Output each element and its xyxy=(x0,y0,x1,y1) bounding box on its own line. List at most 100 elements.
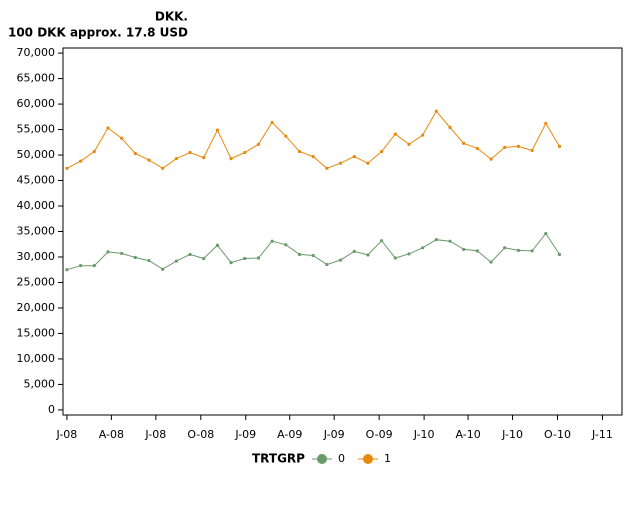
data-point xyxy=(421,246,425,250)
data-point xyxy=(215,128,220,132)
data-point xyxy=(489,260,493,264)
data-point xyxy=(106,250,110,254)
data-point xyxy=(325,263,329,267)
y-tick-label: 50,000 xyxy=(17,148,56,161)
y-label: DKK. xyxy=(155,10,188,24)
data-point xyxy=(133,151,137,156)
data-point xyxy=(475,146,479,151)
data-point xyxy=(448,239,452,243)
data-point xyxy=(202,155,206,160)
x-tick-label: O-10 xyxy=(544,428,571,441)
data-point xyxy=(338,161,343,165)
data-point xyxy=(516,248,521,252)
data-point xyxy=(92,264,96,268)
data-point xyxy=(407,252,411,256)
y-tick-label: 15,000 xyxy=(17,326,56,339)
data-point xyxy=(434,238,438,242)
data-point xyxy=(462,247,466,251)
data-point xyxy=(229,260,233,265)
data-point xyxy=(78,159,83,163)
y-tick-label: 5,000 xyxy=(24,377,56,390)
plot-frame xyxy=(62,47,623,416)
y-tick-label: 0 xyxy=(48,403,55,416)
data-point xyxy=(311,154,315,159)
x-tick-label: J-08 xyxy=(144,428,166,441)
data-point xyxy=(256,256,261,260)
data-point xyxy=(229,157,233,161)
data-point xyxy=(366,161,370,165)
y-tick-label: 70,000 xyxy=(17,46,56,59)
legend-marker xyxy=(363,454,373,464)
data-point xyxy=(202,256,206,261)
data-point xyxy=(393,132,397,136)
y-tick-label: 25,000 xyxy=(17,275,56,288)
data-point xyxy=(379,239,384,243)
data-point xyxy=(92,149,96,154)
data-point xyxy=(352,154,356,159)
x-tick-label: J-08 xyxy=(55,428,77,441)
data-point xyxy=(243,150,247,155)
x-tick-label: O-08 xyxy=(187,428,214,441)
data-point xyxy=(325,166,329,170)
data-point xyxy=(215,243,220,247)
data-point xyxy=(147,158,151,162)
data-point xyxy=(475,249,479,253)
x-tick-label: A-10 xyxy=(455,428,480,441)
data-point xyxy=(161,267,165,271)
x-tick-label: J-10 xyxy=(413,428,435,441)
data-point xyxy=(120,251,124,256)
legend-marker xyxy=(317,454,327,464)
data-point xyxy=(188,252,192,257)
data-point xyxy=(174,259,178,263)
data-point xyxy=(297,252,302,257)
data-point xyxy=(407,142,411,146)
data-point xyxy=(379,149,384,154)
legend-label: 1 xyxy=(384,452,391,465)
data-point xyxy=(106,126,110,130)
x-tick-label: J-10 xyxy=(501,428,523,441)
data-point xyxy=(188,150,192,155)
data-point xyxy=(516,144,521,148)
data-point xyxy=(270,120,274,125)
data-point xyxy=(147,258,151,263)
data-point xyxy=(434,109,438,113)
data-point xyxy=(489,157,493,161)
data-point xyxy=(530,148,534,153)
data-point xyxy=(557,252,562,257)
data-point xyxy=(557,144,562,148)
x-tick-label: A-08 xyxy=(99,428,124,441)
y-tick-label: 45,000 xyxy=(17,174,56,187)
y-tick-label: 55,000 xyxy=(17,123,56,136)
data-point xyxy=(243,256,247,261)
y-label: 100 DKK approx. 17.8 USD xyxy=(8,26,188,40)
data-point xyxy=(297,149,302,154)
series-line xyxy=(66,110,560,169)
data-point xyxy=(120,136,124,140)
x-tick-label: J-11 xyxy=(591,428,613,441)
y-tick-label: 35,000 xyxy=(17,225,56,238)
data-point xyxy=(284,243,288,247)
data-point xyxy=(311,253,315,258)
data-point xyxy=(284,134,288,138)
data-point xyxy=(256,142,261,146)
x-tick-label: A-09 xyxy=(277,428,302,441)
y-tick-label: 65,000 xyxy=(17,72,56,85)
y-tick-label: 40,000 xyxy=(17,199,56,212)
data-point xyxy=(544,231,548,236)
data-point xyxy=(65,268,69,272)
data-point xyxy=(174,157,178,161)
y-tick-label: 60,000 xyxy=(17,97,56,110)
data-point xyxy=(421,133,425,137)
data-point xyxy=(462,141,466,145)
data-point xyxy=(366,253,370,257)
data-point xyxy=(448,125,452,130)
series-line xyxy=(66,232,560,271)
legend-title: TRTGRP xyxy=(252,452,305,466)
legend-label: 0 xyxy=(338,452,345,465)
data-point xyxy=(544,121,548,126)
data-point xyxy=(503,246,507,250)
y-tick-label: 30,000 xyxy=(17,250,56,263)
data-point xyxy=(78,264,83,268)
x-tick-label: J-09 xyxy=(323,428,345,441)
